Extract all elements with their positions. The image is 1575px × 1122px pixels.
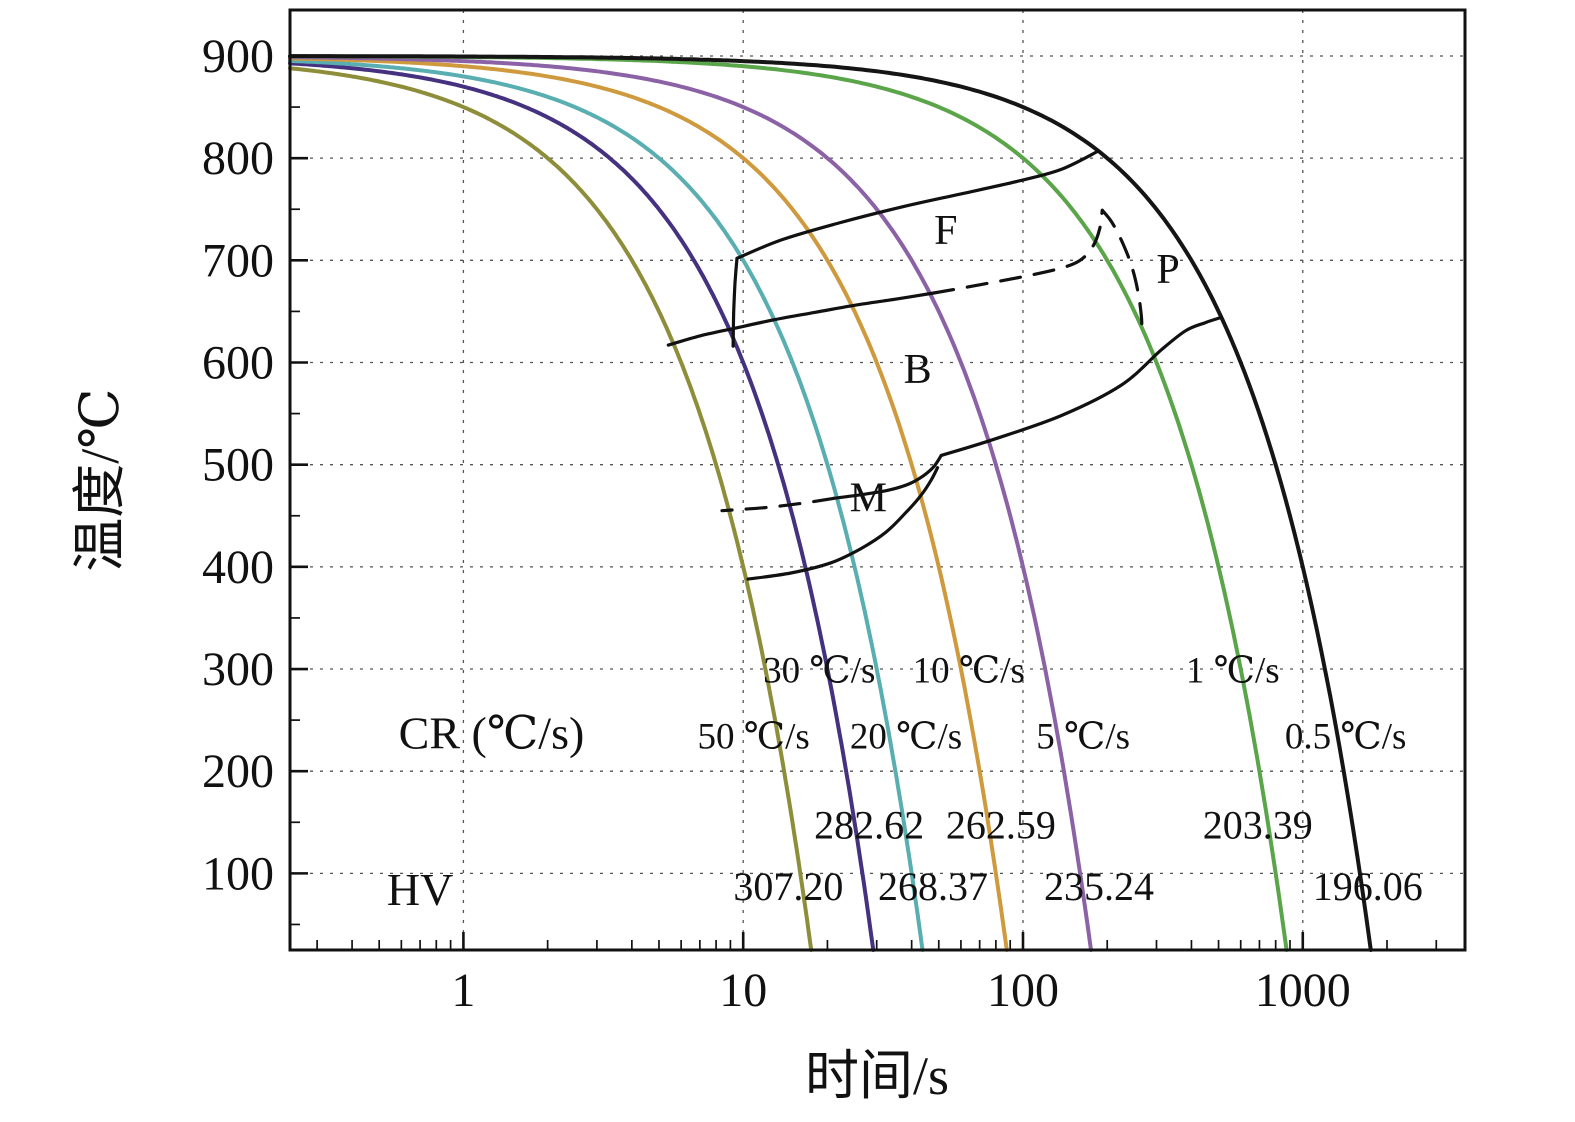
y-tick-label: 400 — [202, 541, 274, 594]
cooling-curve-50 — [288, 66, 814, 952]
cooling-rate-header: CR (℃/s) — [399, 708, 585, 759]
cooling-curve-0p5 — [288, 54, 1373, 952]
phase-label-F: F — [934, 208, 957, 254]
hardness-value: 282.62 — [814, 803, 924, 848]
boundary-martensite-start — [831, 453, 943, 500]
cooling-rate-label: 30 ℃/s — [763, 650, 875, 691]
cooling-rate-label: 20 ℃/s — [850, 717, 962, 758]
cooling-rate-label: 10 ℃/s — [913, 650, 1025, 691]
hardness-header: HV — [387, 864, 453, 915]
labels: 1 10 100 1000 100 200 300 400 500 600 700 800 900 F P B… — [202, 30, 1423, 1017]
cooling-curve-10 — [288, 56, 1009, 952]
phase-boundaries — [666, 149, 1223, 581]
cooling-rate-label: 50 ℃/s — [698, 717, 810, 758]
y-tick-label: 900 — [202, 30, 274, 83]
hardness-value: 196.06 — [1313, 864, 1423, 909]
hardness-value: 268.37 — [878, 864, 988, 909]
y-tick-label: 500 — [202, 439, 274, 492]
axes — [288, 8, 1467, 952]
x-tick-label: 100 — [987, 964, 1059, 1017]
y-tick-label: 200 — [202, 745, 274, 798]
x-axis-title: 时间/s — [805, 1046, 949, 1106]
cooling-curves — [288, 54, 1373, 952]
gridlines — [290, 10, 1465, 950]
boundary-ferrite-start-top — [735, 149, 1100, 260]
phase-label-P: P — [1156, 247, 1179, 293]
hardness-value: 262.59 — [946, 803, 1056, 848]
cooling-rate-label: 1 ℃/s — [1186, 650, 1280, 691]
boundary-bainite-pearlite-right — [939, 315, 1223, 458]
boundary-ferrite-bainite-mid-dashed — [932, 208, 1104, 295]
hardness-value: 307.20 — [733, 864, 843, 909]
phase-label-M: M — [850, 476, 887, 522]
boundary-martensite-lower — [746, 466, 940, 581]
x-tick-label: 1000 — [1255, 964, 1351, 1017]
chart-root: 1 10 100 1000 100 200 300 400 500 600 700 800 900 F P B… — [202, 8, 1467, 1017]
cooling-rate-label: 5 ℃/s — [1036, 717, 1130, 758]
phase-label-B: B — [904, 347, 932, 393]
hardness-value: 203.39 — [1203, 803, 1313, 848]
x-tick-label: 10 — [719, 964, 767, 1017]
hardness-value: 235.24 — [1044, 864, 1154, 909]
y-tick-label: 700 — [202, 234, 274, 287]
cooling-curve-5 — [288, 55, 1093, 952]
y-tick-label: 600 — [202, 337, 274, 390]
cooling-curve-30 — [288, 61, 876, 952]
cooling-rate-label: 0.5 ℃/s — [1285, 717, 1407, 758]
y-tick-label: 300 — [202, 643, 274, 696]
boundary-ferrite-left — [731, 256, 739, 348]
y-tick-label: 100 — [202, 847, 274, 900]
boundary-ferrite-bainite-mid — [666, 291, 936, 347]
boundary-pearlite-dashed — [1100, 208, 1144, 334]
y-axis-title: 温度/℃ — [70, 388, 130, 571]
x-tick-label: 1 — [451, 964, 475, 1017]
cooling-curve-20 — [288, 58, 925, 952]
boundary-martensite-start-dashed — [720, 496, 835, 513]
y-tick-label: 800 — [202, 132, 274, 185]
